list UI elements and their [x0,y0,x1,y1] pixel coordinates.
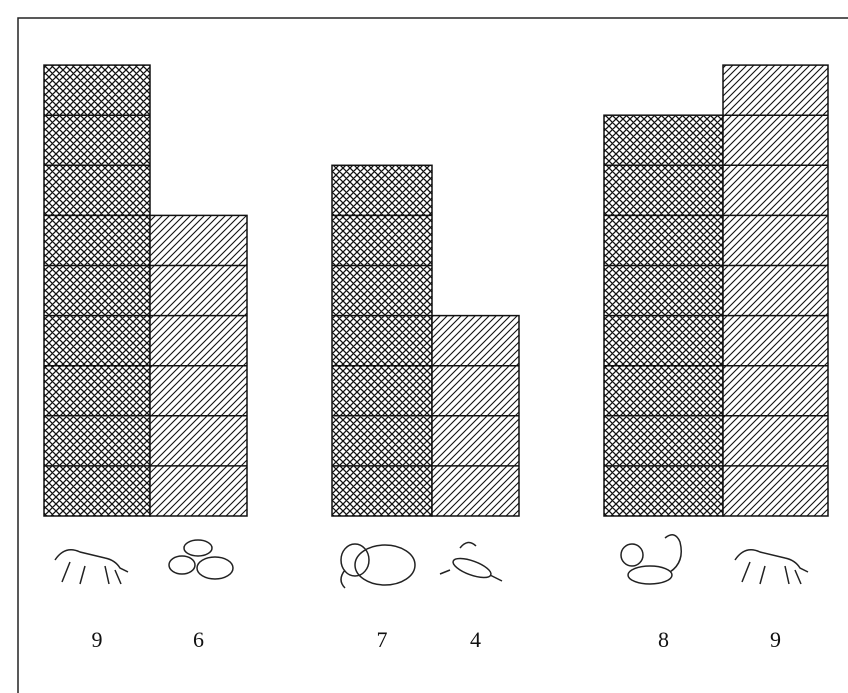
count-label: 6 [193,627,204,652]
block-column [723,65,828,516]
elephant-icon [341,544,415,588]
monkey-icon [621,535,681,584]
horse-icon [735,550,808,584]
block-column [332,165,432,516]
bee-icon [169,540,233,579]
worksheet: 9 6 7 4 8 9 [0,0,848,693]
animal-icons [55,535,808,588]
count-label: 8 [658,627,669,652]
count-label: 4 [470,627,481,652]
page: {"columns": [ {"count": 9, "pattern": "c… [0,0,848,693]
block-column [44,65,150,516]
beetle-icon [440,542,502,581]
horse-icon [55,550,128,584]
count-label: 7 [377,627,388,652]
count-label: 9 [92,627,103,652]
count-label: 9 [770,627,781,652]
